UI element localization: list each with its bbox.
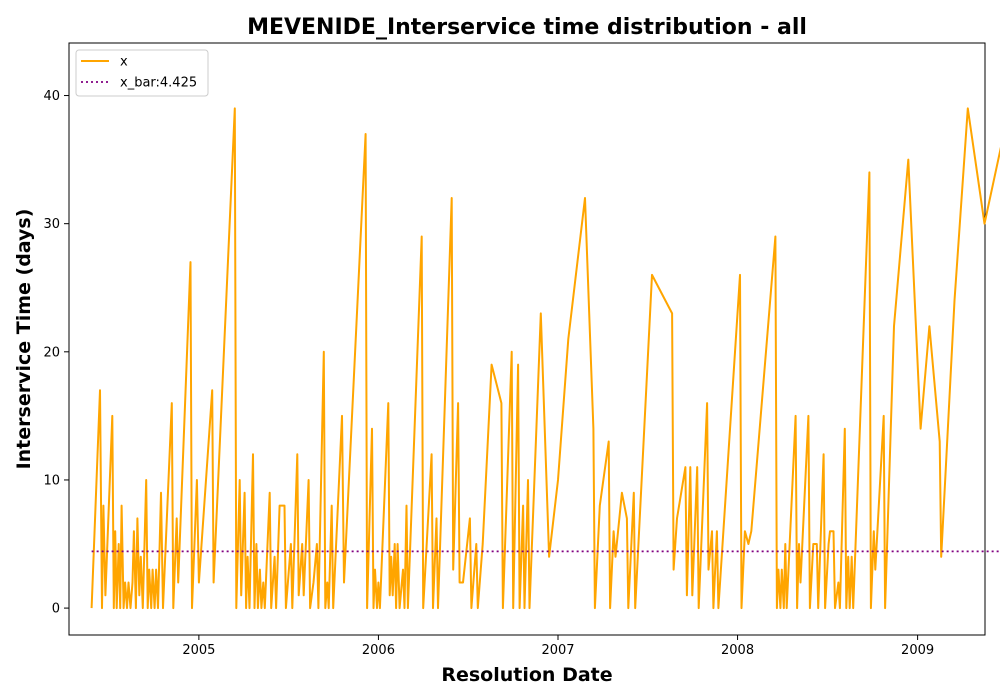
y-tick-label: 10 — [43, 473, 60, 488]
plot-frame — [68, 42, 986, 636]
y-tick-label: 40 — [43, 89, 60, 104]
legend: x x_bar:4.425 — [75, 49, 209, 97]
x-tick-label: 2006 — [362, 643, 395, 658]
chart-title: MEVENIDE_Interservice time distribution … — [247, 15, 807, 40]
y-tick-label: 30 — [43, 217, 60, 232]
x-tick-label: 2005 — [182, 643, 215, 658]
x-tick-label: 2008 — [721, 643, 754, 658]
x-tick-label: 2009 — [901, 643, 934, 658]
x-axis-label: Resolution Date — [441, 664, 612, 686]
y-axis: 0 10 20 30 40 — [43, 89, 69, 617]
y-axis-label: Interservice Time (days) — [13, 209, 35, 470]
legend-label: x — [120, 55, 128, 70]
series-x-line — [90, 107, 1000, 610]
y-tick-label: 0 — [52, 602, 60, 617]
plot-lines — [90, 107, 1000, 610]
legend-label: x_bar:4.425 — [120, 76, 197, 91]
y-tick-label: 20 — [43, 345, 60, 360]
x-tick-label: 2007 — [541, 643, 574, 658]
x-axis: 2005 2006 2007 2008 2009 — [182, 635, 934, 658]
